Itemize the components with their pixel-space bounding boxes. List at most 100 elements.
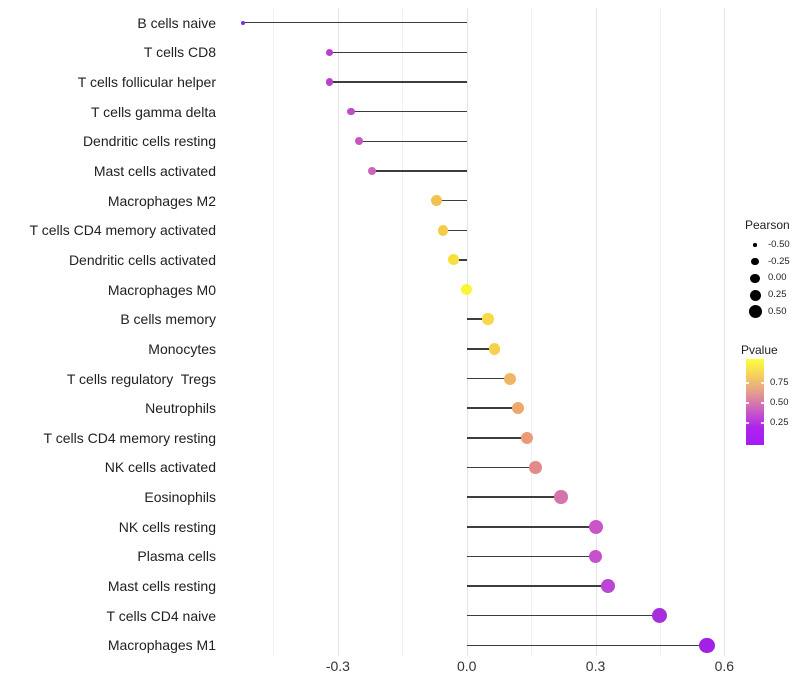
pvalue-bar-tick: [746, 422, 749, 424]
lollipop-dot: [325, 48, 334, 57]
category-label: T cells gamma delta: [90, 103, 216, 120]
gridline-major: [595, 8, 597, 656]
category-label: Macrophages M1: [107, 637, 216, 654]
lollipop-stem: [466, 496, 562, 498]
x-tick-label: 0.6: [714, 658, 735, 674]
gridline-minor: [531, 8, 533, 656]
category-label: T cells CD4 naive: [106, 607, 216, 624]
legend-pvalue-tick-label: 0.50: [770, 397, 789, 408]
lollipop-stem: [466, 585, 609, 587]
lollipop-dot: [367, 166, 377, 176]
lollipop-dot: [652, 608, 668, 624]
lollipop-stem: [466, 377, 510, 380]
legend-pearson-entry-label: 0.25: [768, 289, 787, 301]
lollipop-dot: [529, 461, 542, 474]
lollipop-dot: [347, 107, 355, 116]
pvalue-gradient-bar: [746, 359, 764, 445]
category-label: Macrophages M2: [107, 192, 216, 209]
category-label: T cells follicular helper: [77, 74, 216, 90]
lollipop-stem: [350, 110, 467, 113]
lollipop-stem: [466, 526, 596, 528]
gridline-major: [337, 8, 339, 656]
lollipop-stem: [466, 614, 660, 617]
legend-pearson-dot: [753, 243, 757, 247]
pvalue-bar-tick: [761, 402, 764, 404]
lollipop-stem: [466, 644, 708, 647]
lollipop-dot: [325, 78, 334, 86]
lollipop-stem: [443, 229, 467, 231]
legend-pearson-entry-label: -0.25: [768, 255, 790, 267]
lollipop-dot: [437, 225, 449, 236]
lollipop-dot: [512, 402, 525, 415]
x-tick-label: -0.3: [325, 658, 350, 674]
category-label: Monocytes: [148, 340, 216, 357]
gridline-major: [466, 8, 468, 656]
x-tick-label: 0.3: [585, 658, 606, 674]
category-label: Macrophages M0: [107, 281, 216, 298]
lollipop-stem: [436, 199, 467, 202]
lollipop-dot: [520, 431, 534, 445]
legend-pvalue-tick-label: 0.25: [770, 417, 789, 428]
category-label: Dendritic cells activated: [68, 251, 216, 268]
category-label: Mast cells resting: [107, 578, 216, 595]
lollipop-stem: [466, 407, 519, 409]
lollipop-dot: [460, 283, 473, 296]
category-label: B cells naive: [137, 14, 216, 31]
lollipop-dot: [488, 343, 501, 355]
x-tick-label: 0.0: [456, 658, 477, 674]
lollipop-stem: [329, 51, 467, 54]
category-label: T cells CD8: [143, 44, 216, 61]
legend-pearson-entry-label: -0.50: [768, 239, 790, 250]
lollipop-dot: [699, 637, 715, 654]
category-label: Mast cells activated: [93, 162, 216, 179]
category-label: T cells CD4 memory activated: [29, 222, 216, 239]
gridline-minor: [659, 8, 661, 656]
lollipop-dot: [448, 254, 460, 266]
lollipop-stem: [466, 555, 596, 558]
pvalue-bar-tick: [761, 382, 764, 384]
legend-pearson-title: Pearson: [745, 218, 790, 232]
category-label: NK cells resting: [118, 518, 216, 535]
gridline-minor: [273, 8, 275, 656]
lollipop-stem: [466, 348, 495, 350]
lollipop-stem: [329, 81, 467, 83]
category-label: B cells memory: [120, 311, 216, 328]
legend-pearson-dot: [748, 305, 762, 319]
pvalue-bar-tick: [746, 382, 749, 384]
category-label: NK cells activated: [104, 459, 216, 476]
lollipop-stem: [359, 140, 467, 143]
lollipop-stem: [453, 259, 467, 261]
lollipop-dot: [431, 195, 443, 207]
lollipop-dot: [482, 313, 494, 325]
gridline-minor: [402, 8, 404, 656]
lollipop-dot: [554, 490, 568, 504]
legend-pvalue-title: Pvalue: [741, 343, 778, 357]
lollipop-dot: [503, 372, 516, 385]
gridline-major: [724, 8, 726, 656]
legend-pearson-entry-label: 0.50: [768, 305, 787, 317]
legend-pvalue-tick-label: 0.75: [770, 377, 789, 388]
legend-pearson-dot: [749, 289, 761, 301]
lollipop-stem: [466, 437, 527, 439]
legend-pearson-dot: [751, 257, 759, 266]
legend-pearson-dot: [750, 273, 760, 284]
pvalue-bar-tick: [746, 402, 749, 404]
lollipop-stem: [466, 318, 489, 320]
category-label: Plasma cells: [137, 548, 216, 565]
lollipop-dot: [241, 20, 246, 25]
lollipop-stem: [466, 466, 536, 469]
lollipop-stem: [372, 170, 467, 172]
category-label: Neutrophils: [145, 400, 216, 417]
legend-pearson-entry-label: 0.00: [768, 272, 787, 284]
category-label: T cells regulatory Tregs: [66, 370, 216, 387]
lollipop-dot: [355, 137, 364, 146]
pvalue-bar-tick: [761, 422, 764, 424]
category-label: Dendritic cells resting: [82, 133, 216, 150]
category-label: Eosinophils: [144, 489, 216, 506]
lollipop-dot: [601, 579, 616, 594]
lollipop-stem: [243, 21, 467, 24]
lollipop-dot: [588, 519, 603, 534]
category-label: T cells CD4 memory resting: [43, 429, 216, 446]
lollipop-dot: [588, 549, 603, 564]
